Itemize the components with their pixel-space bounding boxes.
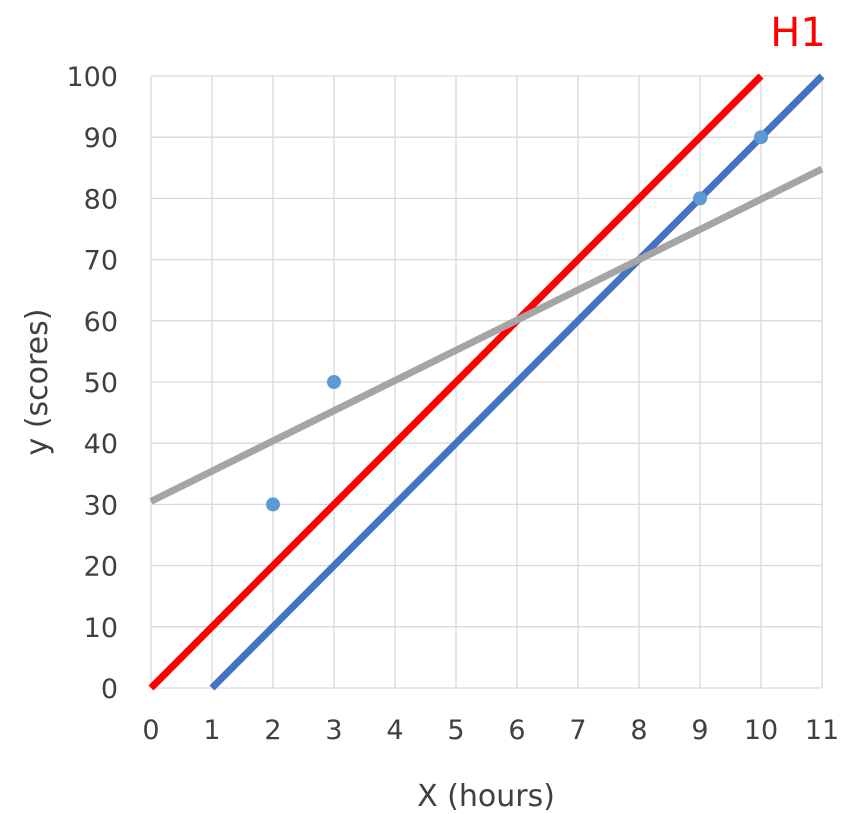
grid xyxy=(150,75,823,689)
x-tick-label: 7 xyxy=(569,715,586,746)
trend-line xyxy=(148,73,764,691)
x-tick-label: 8 xyxy=(630,715,647,746)
y-tick-label: 100 xyxy=(66,62,118,93)
x-tick-label: 10 xyxy=(744,715,778,746)
data-point xyxy=(266,497,280,512)
y-tick-label: 90 xyxy=(84,123,118,154)
trend-line xyxy=(149,165,824,505)
x-tick-label: 1 xyxy=(203,715,220,746)
x-tick-label: 4 xyxy=(386,715,403,746)
y-tick-label: 80 xyxy=(84,184,118,215)
trend-lines xyxy=(148,73,825,691)
y-tick-label: 40 xyxy=(84,429,118,460)
y-tick-label: 50 xyxy=(84,368,118,399)
y-tick-label: 0 xyxy=(101,674,118,705)
x-axis-title: X (hours) xyxy=(417,779,555,814)
x-tick-label: 0 xyxy=(142,715,159,746)
y-tick-label: 20 xyxy=(84,552,118,583)
y-tick-label: 10 xyxy=(84,613,118,644)
y-tick-label: 60 xyxy=(84,307,118,338)
x-tick-label: 2 xyxy=(264,715,281,746)
x-axis-ticks: 0 1 2 3 4 5 6 7 8 9 10 11 xyxy=(142,715,839,746)
x-tick-label: 3 xyxy=(325,715,342,746)
x-tick-label: 9 xyxy=(691,715,708,746)
trend-line xyxy=(209,73,825,691)
y-tick-label: 30 xyxy=(84,490,118,521)
x-tick-label: 11 xyxy=(805,715,839,746)
data-point xyxy=(754,130,768,145)
x-tick-label: 5 xyxy=(447,715,464,746)
data-point xyxy=(327,375,341,389)
data-points xyxy=(266,130,768,512)
y-axis-title: y (scores) xyxy=(20,309,55,456)
y-tick-label: 70 xyxy=(84,246,118,277)
h1-annotation: H1 xyxy=(770,10,826,56)
y-axis-ticks: 0 10 20 30 40 50 60 70 80 90 100 xyxy=(66,62,118,705)
data-point xyxy=(693,191,707,206)
x-tick-label: 6 xyxy=(508,715,525,746)
